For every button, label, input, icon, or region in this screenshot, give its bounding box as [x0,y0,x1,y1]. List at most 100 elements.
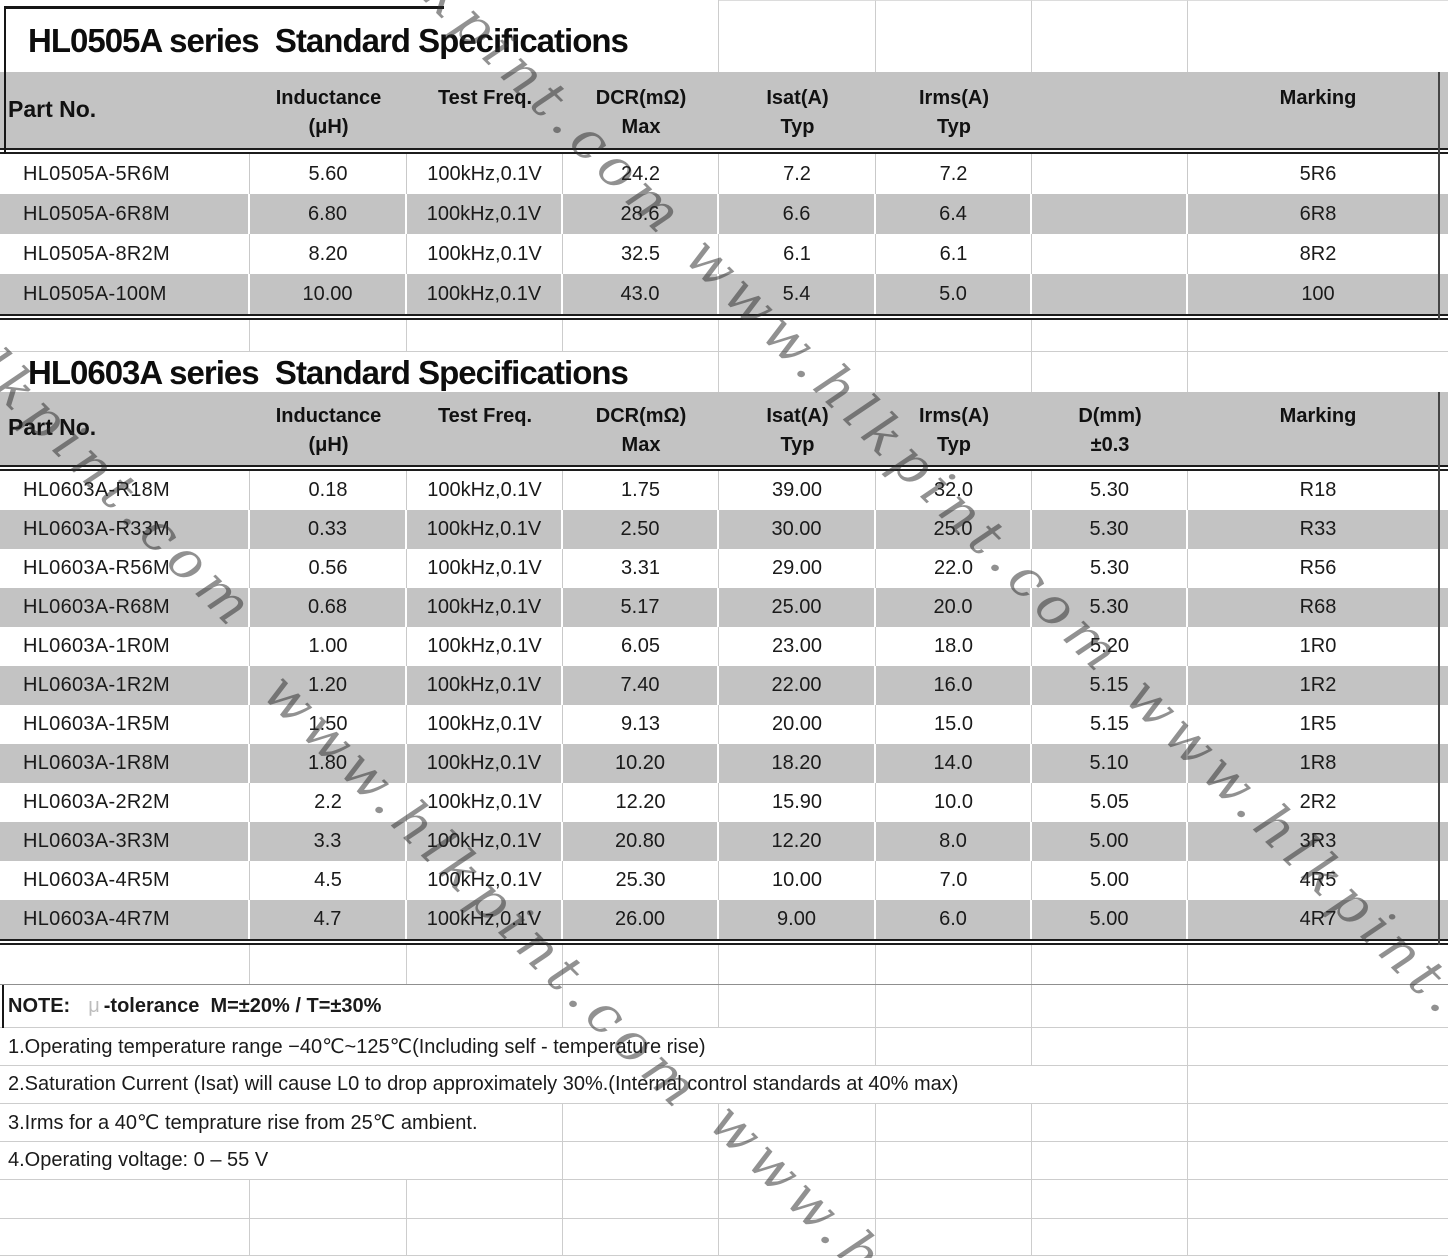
note-row-left-border [2,985,4,1028]
grid-cell [1188,1142,1448,1179]
grid-cell [1188,1028,1448,1065]
grid-cell [719,985,876,1027]
cell-part-no: HL0603A-1R8M [0,744,250,783]
double-rule [0,148,1448,154]
cell-isat: 30.00 [719,510,876,549]
grid-cell [0,1219,250,1255]
cell-part-no: HL0603A-3R3M [0,822,250,861]
header-test-freq: Test Freq. [437,405,533,427]
cell-dcr: 28.6 [563,194,719,234]
header-d-mm: D(mm) ±0.3 [1078,405,1142,456]
header-test-freq: Test Freq. [437,87,533,109]
table1-title: HL0505A series Standard Specifications [28,22,629,59]
cell-test-freq: 100kHz,0.1V [407,274,563,314]
table2-title: HL0603A series Standard Specifications [28,354,629,391]
grid-cell [563,945,719,984]
grid-cell [876,1142,1032,1179]
header-inductance: Inductance (μH) [275,87,382,138]
grid-cell [1032,352,1188,392]
grid-cell [1188,945,1448,984]
cell-inductance: 0.18 [250,471,407,510]
cell-irms: 10.0 [876,783,1032,822]
cell-d-mm: 5.05 [1032,783,1188,822]
grid-cell [1032,945,1188,984]
cell-irms: 6.4 [876,194,1032,234]
cell-dcr: 6.05 [563,627,719,666]
grid-cell [0,945,250,984]
grid-cell [876,1104,1032,1141]
cell-d-mm: 5.30 [1032,549,1188,588]
note-label: NOTE: [8,994,71,1017]
header-dcr: DCR(mΩ) Max [595,405,687,456]
table2-header-row: Part No. Inductance (μH) Test Freq. DCR(… [0,392,1448,465]
grid-cell [250,320,407,351]
cell-test-freq: 100kHz,0.1V [407,900,563,939]
cell-irms: 8.0 [876,822,1032,861]
cell-dcr: 10.20 [563,744,719,783]
header-marking: Marking [1279,405,1357,427]
cell-inductance: 1.80 [250,744,407,783]
grid-cell [719,1219,876,1255]
table-row: HL0505A-8R2M 8.20 100kHz,0.1V 32.5 6.1 6… [0,234,1448,274]
grid-cell [719,352,876,392]
table-row: HL0603A-4R5M 4.5 100kHz,0.1V 25.30 10.00… [0,861,1448,900]
cell-d-mm: 5.30 [1032,588,1188,627]
cell-inductance: 10.00 [250,274,407,314]
grid-cell [1188,1066,1448,1103]
cell-isat: 7.2 [719,154,876,194]
empty-grid-row [0,945,1448,985]
cell-part-no: HL0603A-R56M [0,549,250,588]
note-row: 1.Operating temperature range −40℃~125℃(… [0,1028,1448,1066]
cell-irms: 32.0 [876,471,1032,510]
grid-cell [876,945,1032,984]
cell-irms: 7.2 [876,154,1032,194]
cell-inductance: 0.33 [250,510,407,549]
table-row: HL0505A-6R8M 6.80 100kHz,0.1V 28.6 6.6 6… [0,194,1448,234]
grid-cell [563,985,719,1027]
cell-d-mm: 5.15 [1032,666,1188,705]
tolerance-symbol: μ [88,994,100,1017]
note-item: 4.Operating voltage: 0 – 55 V [0,1142,563,1179]
cell-irms: 14.0 [876,744,1032,783]
cell-marking: 1R0 [1299,635,1337,657]
grid-cell [876,1028,1032,1065]
table1-header-row: Part No. Inductance (μH) Test Freq. DCR(… [0,72,1448,148]
grid-cell [407,1219,563,1255]
cell-test-freq: 100kHz,0.1V [407,666,563,705]
cell-irms: 6.0 [876,900,1032,939]
cell-dcr: 20.80 [563,822,719,861]
tolerance-values: M=±20% / T=±30% [199,994,382,1017]
cell-test-freq: 100kHz,0.1V [407,154,563,194]
header-isat: Isat(A) Typ [766,87,829,138]
cell-part-no: HL0603A-4R5M [0,861,250,900]
header-inductance: Inductance (μH) [275,405,382,456]
grid-cell [407,945,563,984]
cell-irms: 22.0 [876,549,1032,588]
cell-isat: 39.00 [719,471,876,510]
cell-d-mm: 5.20 [1032,627,1188,666]
grid-cell [876,320,1032,351]
cell-irms: 20.0 [876,588,1032,627]
cell-marking: 6R8 [1299,202,1337,225]
grid-cell [1032,320,1188,351]
cell-inductance: 4.5 [250,861,407,900]
note-item: 3.Irms for a 40℃ temprature rise from 25… [0,1104,563,1141]
table-row: HL0603A-1R8M 1.80 100kHz,0.1V 10.20 18.2… [0,744,1448,783]
grid-cell [876,1219,1032,1255]
table2-right-border [1438,392,1440,945]
cell-inductance: 6.80 [250,194,407,234]
cell-test-freq: 100kHz,0.1V [407,744,563,783]
grid-cell [1032,1104,1188,1141]
table1-right-border [1438,72,1440,320]
cell-irms: 18.0 [876,627,1032,666]
cell-irms: 16.0 [876,666,1032,705]
cell-dcr: 7.40 [563,666,719,705]
cell-d-mm: 5.00 [1032,900,1188,939]
table-row: HL0603A-3R3M 3.3 100kHz,0.1V 20.80 12.20… [0,822,1448,861]
grid-cell [1188,352,1448,392]
cell-test-freq: 100kHz,0.1V [407,861,563,900]
cell-marking: 1R5 [1299,713,1337,735]
cell-inductance: 0.68 [250,588,407,627]
cell-inductance: 3.3 [250,822,407,861]
